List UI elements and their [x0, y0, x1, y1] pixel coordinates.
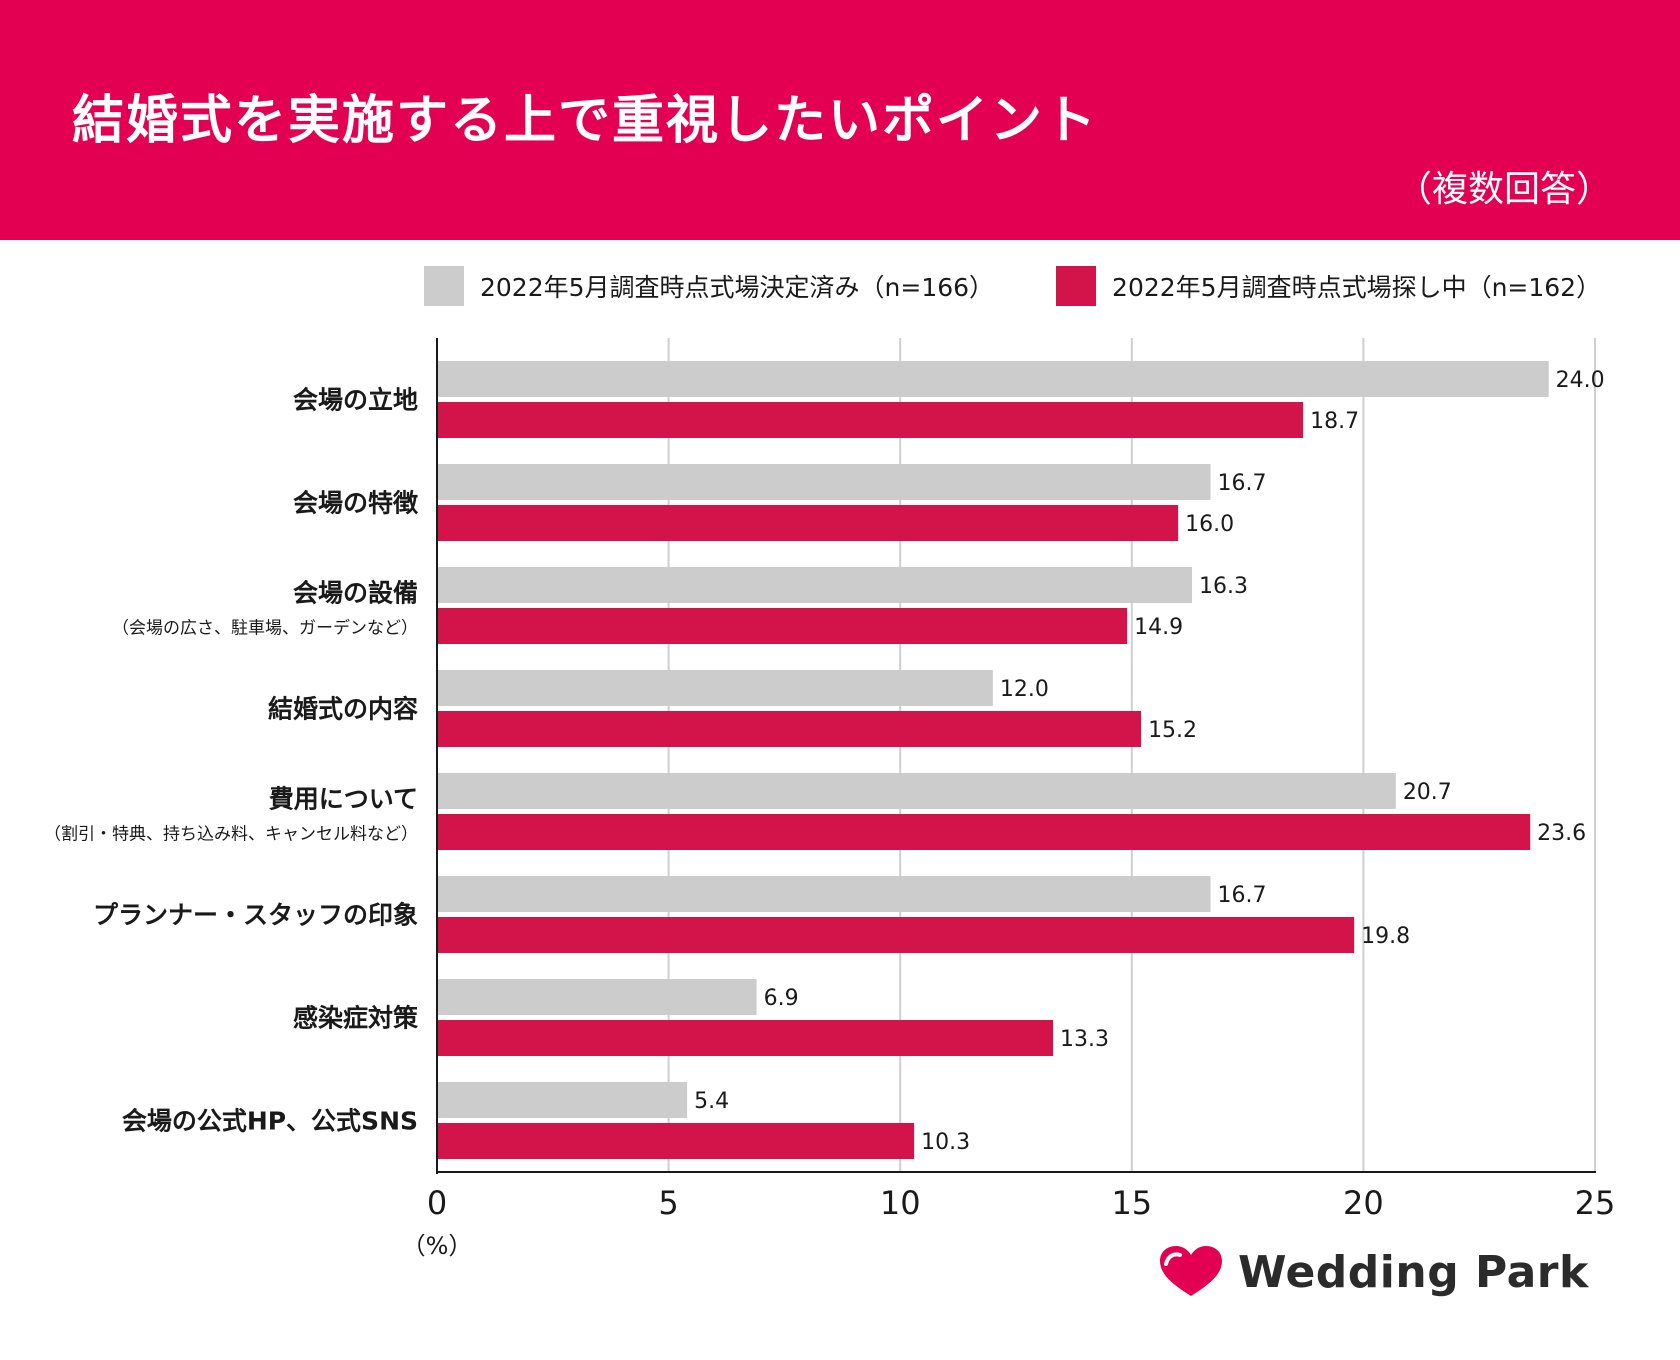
bar-decided-5 — [437, 876, 1211, 912]
value-label-searching-3: 15.2 — [1148, 718, 1197, 743]
value-label-searching-7: 10.3 — [921, 1130, 970, 1155]
legend-item-searching: 2022年5月調査時点式場探し中（n=162） — [1056, 266, 1601, 306]
bar-searching-4 — [437, 814, 1531, 850]
value-label-decided-1: 16.7 — [1218, 471, 1267, 496]
legend-swatch-searching — [1056, 266, 1097, 306]
category-label-6: 感染症対策 — [293, 1004, 419, 1033]
category-sublabel-4: （割引・特典、持ち込み料、キャンセル料など） — [44, 825, 418, 845]
bar-searching-5 — [437, 917, 1355, 953]
wedding-park-logo: Wedding Park — [1158, 1244, 1589, 1300]
category-label-5: プランナー・スタッフの印象 — [93, 901, 418, 930]
value-label-searching-4: 23.6 — [1537, 821, 1586, 846]
value-label-searching-1: 16.0 — [1185, 512, 1234, 537]
category-label-0: 会場の立地 — [293, 386, 418, 415]
value-label-decided-3: 12.0 — [1000, 677, 1049, 702]
bar-searching-6 — [437, 1020, 1054, 1056]
bar-decided-1 — [437, 464, 1211, 500]
x-tick-label-5: 5 — [658, 1184, 678, 1222]
bar-decided-2 — [437, 567, 1193, 603]
chart-subtitle: （複数回答） — [1395, 169, 1612, 210]
category-label-1: 会場の特徴 — [293, 489, 419, 518]
bar-decided-4 — [437, 773, 1396, 809]
bar-decided-7 — [437, 1082, 688, 1118]
value-label-searching-6: 13.3 — [1060, 1027, 1109, 1052]
category-label-3: 結婚式の内容 — [268, 695, 418, 724]
value-label-decided-7: 5.4 — [694, 1089, 729, 1114]
x-tick-label-25: 25 — [1575, 1184, 1616, 1222]
value-label-searching-2: 14.9 — [1134, 615, 1183, 640]
bar-decided-0 — [437, 361, 1549, 397]
legend-swatch-decided — [424, 266, 464, 306]
x-tick-label-15: 15 — [1111, 1184, 1152, 1222]
category-label-4: 費用について — [268, 785, 418, 814]
bar-searching-2 — [437, 608, 1128, 644]
heart-logo-icon — [1160, 1246, 1222, 1296]
category-sublabel-2: （会場の広さ、駐車場、ガーデンなど） — [112, 618, 418, 639]
bar-searching-1 — [437, 505, 1179, 541]
x-tick-label-20: 20 — [1343, 1184, 1384, 1222]
category-label-7: 会場の公式HP、公式SNS — [122, 1107, 418, 1136]
bar-searching-3 — [437, 711, 1142, 747]
chart-title: 結婚式を実施する上で重視したいポイント — [72, 91, 1099, 151]
bar-decided-6 — [437, 979, 757, 1015]
value-label-decided-4: 20.7 — [1403, 780, 1452, 805]
header-banner: 結婚式を実施する上で重視したいポイント （複数回答） — [0, 0, 1680, 240]
bar-searching-7 — [437, 1123, 915, 1159]
legend: 2022年5月調査時点式場決定済み（n=166） 2022年5月調査時点式場探し… — [424, 266, 1663, 306]
x-tick-label-0: 0 — [427, 1184, 447, 1222]
value-label-decided-2: 16.3 — [1199, 574, 1248, 599]
x-tick-label-10: 10 — [880, 1184, 921, 1222]
legend-label-searching: 2022年5月調査時点式場探し中（n=162） — [1112, 273, 1602, 302]
value-label-decided-5: 16.7 — [1218, 883, 1267, 908]
bar-decided-3 — [437, 670, 993, 706]
bar-searching-0 — [437, 402, 1304, 438]
value-label-decided-6: 6.9 — [764, 986, 799, 1011]
category-label-2: 会場の設備 — [293, 579, 418, 608]
value-label-decided-0: 24.0 — [1556, 368, 1605, 393]
legend-item-decided: 2022年5月調査時点式場決定済み（n=166） — [424, 266, 994, 306]
value-label-searching-5: 19.8 — [1361, 924, 1410, 949]
legend-label-decided: 2022年5月調査時点式場決定済み（n=166） — [480, 273, 995, 302]
brand-name: Wedding Park — [1238, 1246, 1589, 1298]
x-axis-label: （%） — [402, 1232, 473, 1260]
value-label-searching-0: 18.7 — [1310, 409, 1359, 434]
